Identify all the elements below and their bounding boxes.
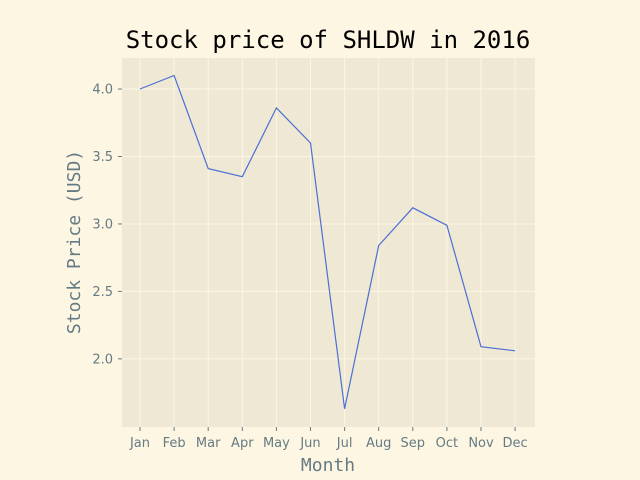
x-tick-label: Jan (129, 436, 150, 451)
x-tick-label: Nov (468, 436, 494, 451)
x-tick-label: Jun (299, 436, 320, 451)
y-axis-ticks: 2.0 2.5 3.0 3.5 4.0 (92, 83, 122, 367)
y-tick-label: 2.0 (92, 352, 113, 367)
x-tick-label: Jul (336, 436, 353, 451)
x-axis-ticks: Jan Feb Mar Apr May Jun Jul Aug Sep Oct Nov Dec (129, 427, 528, 451)
y-tick-label: 2.5 (92, 285, 113, 300)
x-tick-label: Oct (436, 436, 458, 451)
y-axis-label: Stock Price (USD) (64, 150, 85, 334)
x-tick-label: Dec (503, 436, 528, 451)
x-tick-label: Aug (366, 436, 391, 451)
y-tick-label: 3.0 (92, 217, 113, 232)
x-tick-label: Apr (231, 436, 254, 451)
chart-title: Stock price of SHLDW in 2016 (126, 26, 531, 54)
grid-lines (122, 58, 535, 427)
y-tick-label: 3.5 (92, 150, 113, 165)
x-tick-label: Sep (401, 436, 426, 451)
y-tick-label: 4.0 (92, 83, 113, 98)
x-tick-label: Mar (196, 436, 221, 451)
x-tick-label: May (263, 436, 290, 451)
x-axis-label: Month (301, 455, 355, 476)
x-tick-label: Feb (163, 436, 186, 451)
plot-area (122, 58, 535, 427)
series-line (139, 74, 516, 409)
